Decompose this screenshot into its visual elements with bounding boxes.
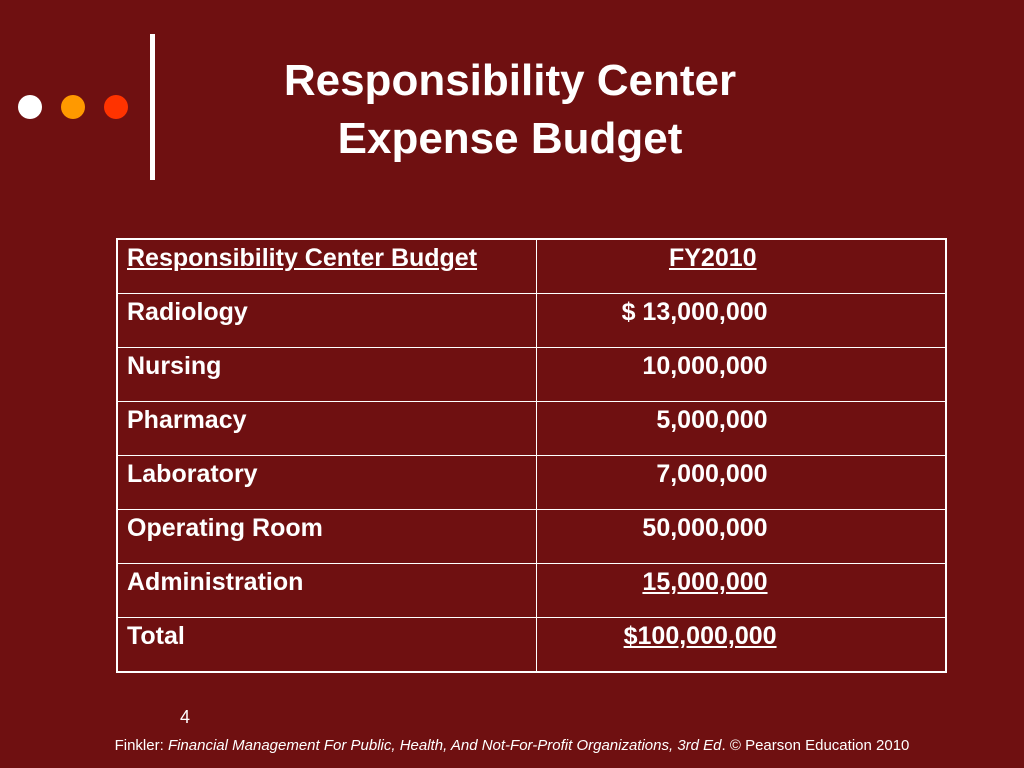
header-period: FY2010 xyxy=(668,244,757,272)
white-dot-icon xyxy=(18,95,42,119)
title-divider xyxy=(150,34,155,180)
orange-dot-icon xyxy=(61,95,85,119)
row-amount: 10,000,000 xyxy=(642,352,768,380)
row-amount: 15,000,000 xyxy=(642,568,768,596)
slide-title-line-1: Responsibility Center xyxy=(283,56,737,105)
row-amount: 7,000,000 xyxy=(656,460,768,488)
table-total-row: Total $100,000,000 xyxy=(116,617,947,673)
row-amount: 5,000,000 xyxy=(656,406,768,434)
row-label: Operating Room xyxy=(116,509,537,564)
table-row: Pharmacy 5,000,000 xyxy=(116,401,947,456)
table-row: Nursing 10,000,000 xyxy=(116,347,947,402)
page-number: 4 xyxy=(180,707,191,727)
footer-citation: Finkler: Financial Management For Public… xyxy=(0,737,1024,754)
header-label-cell: Responsibility Center Budget xyxy=(116,238,537,294)
row-amount: $ 13,000,000 xyxy=(621,298,768,326)
row-label: Radiology xyxy=(116,293,537,348)
table-row: Operating Room 50,000,000 xyxy=(116,509,947,564)
table-header-row: Responsibility Center Budget FY2010 xyxy=(116,238,947,294)
header-period-cell: FY2010 xyxy=(535,238,947,294)
table-row: Laboratory 7,000,000 xyxy=(116,455,947,510)
table-row: Administration 15,000,000 xyxy=(116,563,947,618)
footer-author: Finkler: xyxy=(114,737,168,754)
table-row: Radiology $ 13,000,000 xyxy=(116,293,947,348)
row-amount: 50,000,000 xyxy=(642,514,768,542)
footer-publisher: . © Pearson Education 2010 xyxy=(721,737,910,754)
row-label: Administration xyxy=(116,563,537,618)
slide-title: Responsibility Center Expense Budget xyxy=(160,52,860,168)
budget-table: Responsibility Center Budget FY2010 Radi… xyxy=(116,238,947,673)
row-label: Pharmacy xyxy=(116,401,537,456)
row-label: Nursing xyxy=(116,347,537,402)
total-label: Total xyxy=(116,617,537,673)
header-label: Responsibility Center Budget xyxy=(127,244,478,272)
total-amount: $100,000,000 xyxy=(623,622,777,650)
row-label: Laboratory xyxy=(116,455,537,510)
red-dot-icon xyxy=(104,95,128,119)
footer-book-title: Financial Management For Public, Health,… xyxy=(167,737,722,754)
slide-title-line-2: Expense Budget xyxy=(337,114,683,163)
